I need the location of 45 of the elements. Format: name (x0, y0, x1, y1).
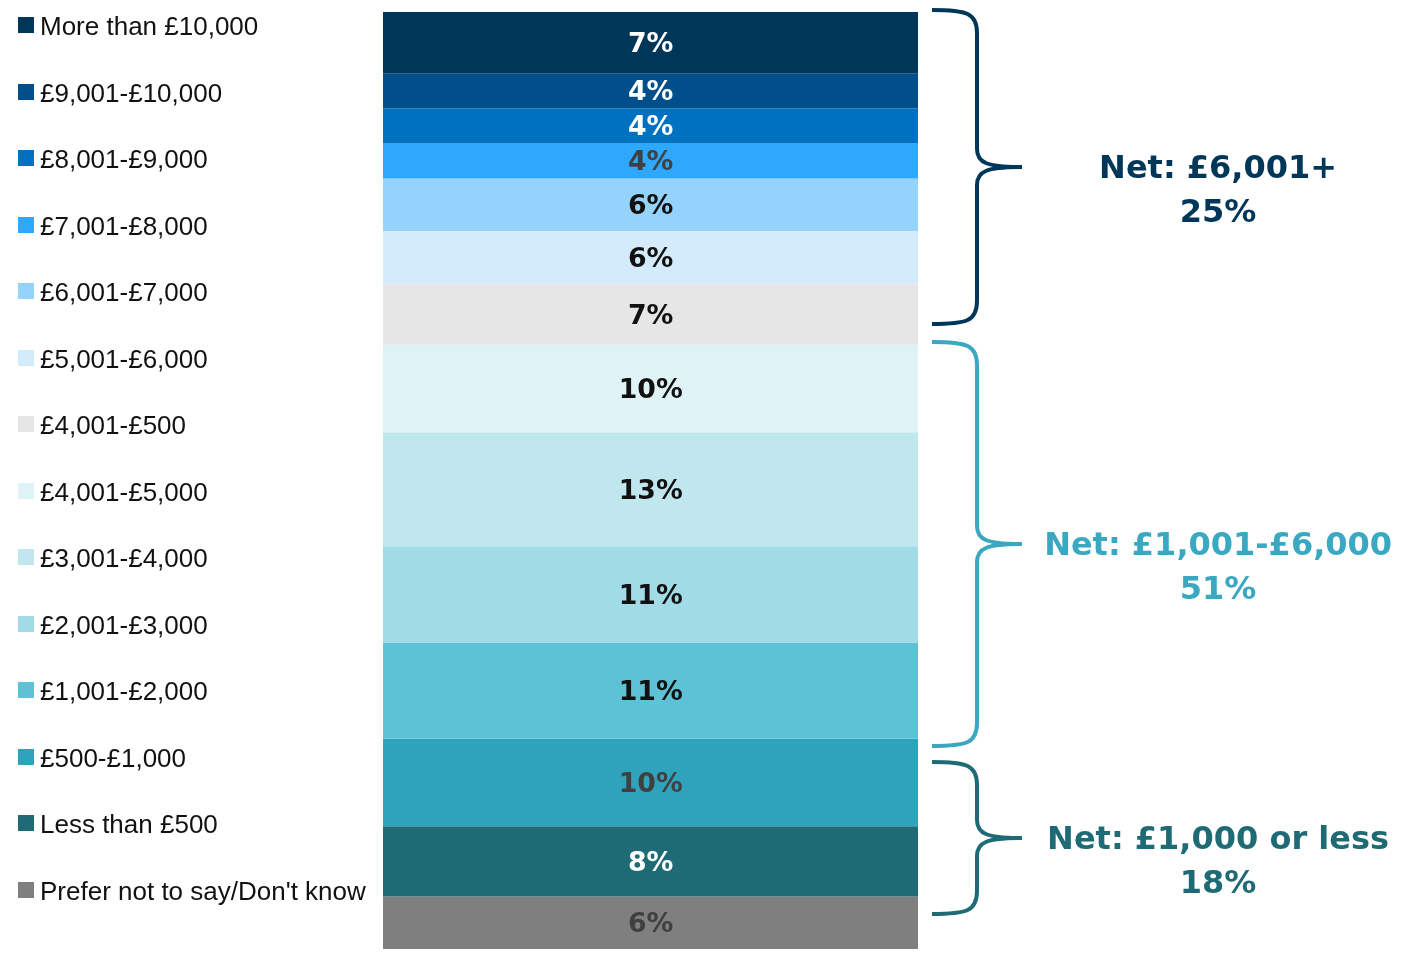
legend-label: Less than £500 (40, 808, 218, 840)
data-label: 8% (627, 845, 674, 877)
bar (382, 826, 919, 897)
data-label: 4% (627, 75, 674, 107)
data-label: 4% (627, 145, 674, 177)
legend-label: £6,001-£7,000 (40, 276, 208, 308)
bar (382, 283, 919, 345)
bar (382, 178, 919, 231)
data-label: 6% (627, 241, 674, 273)
bar (382, 143, 919, 179)
bar (382, 896, 919, 949)
bar (382, 230, 919, 284)
data-label: 6% (627, 189, 674, 221)
data-label: 11% (618, 675, 683, 707)
data-label: 4% (627, 110, 674, 142)
legend-label: £3,001-£4,000 (40, 542, 208, 574)
legend-label: £9,001-£10,000 (40, 76, 223, 109)
legend-label: More than £10,000 (40, 10, 259, 42)
bar (382, 432, 919, 547)
text: Net: £6,001+ 25% (1098, 147, 1339, 232)
bar (382, 738, 919, 827)
legend-label: £4,001-£500 (40, 409, 187, 441)
legend-label: £7,001-£8,000 (40, 209, 208, 242)
data-label: 13% (618, 473, 683, 505)
data-label: 6% (627, 907, 674, 939)
bar (382, 108, 919, 144)
data-label: 11% (618, 578, 683, 610)
legend-label: Prefer not to say/Don't know (40, 874, 366, 907)
data-label: 10% (618, 373, 683, 405)
data-label: 7% (627, 298, 674, 330)
bar (382, 73, 919, 109)
bar (382, 546, 919, 643)
bar (382, 344, 919, 433)
text: Net: £1,000 or less 18% (1046, 818, 1391, 903)
legend-label: £1,001-£2,000 (40, 675, 208, 707)
legend-label: £8,001-£9,000 (40, 143, 208, 175)
legend-label: £500-£1,000 (40, 741, 187, 774)
bar (382, 642, 919, 739)
legend-label: £2,001-£3,000 (40, 608, 208, 641)
data-label: 10% (618, 767, 683, 799)
text: Net: £1,001-£6,000 51% (1043, 524, 1394, 609)
legend-label: £5,001-£6,000 (40, 342, 208, 375)
data-label: 7% (627, 27, 674, 59)
legend-label: £4,001-£5,000 (40, 475, 208, 508)
bar (382, 12, 919, 74)
